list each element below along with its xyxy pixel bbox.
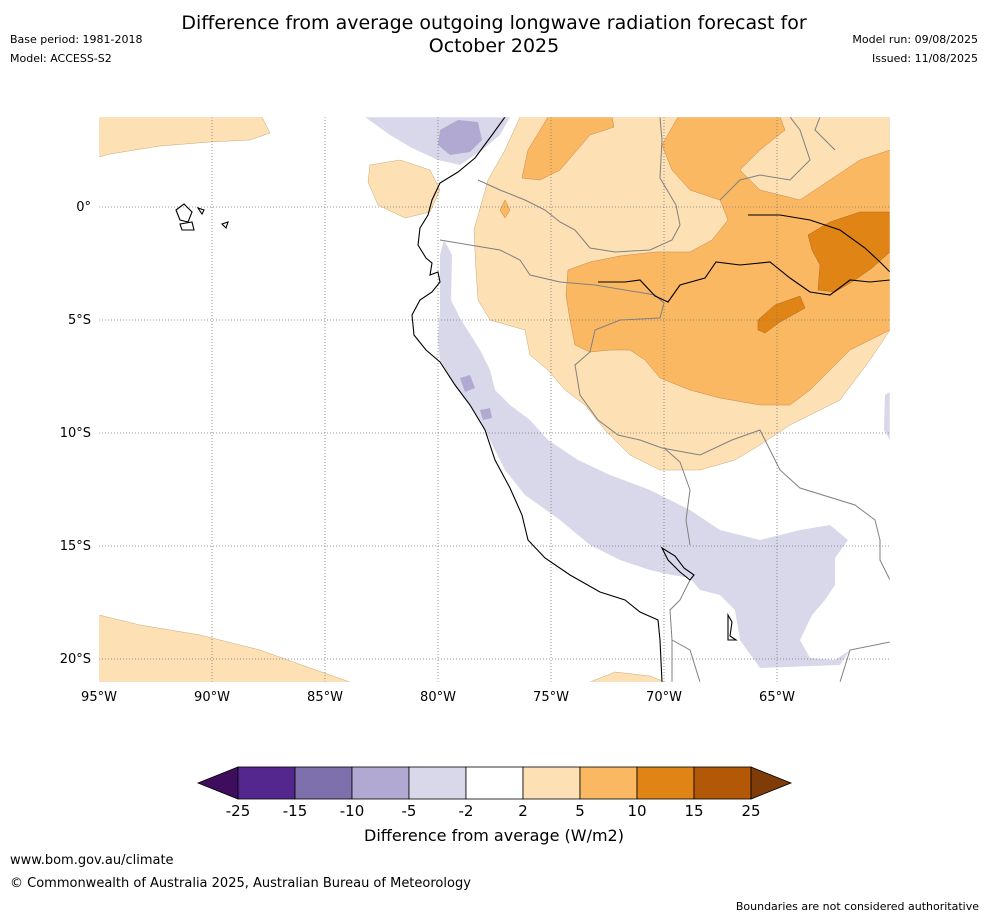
colorbar-swatch xyxy=(693,766,752,800)
colorbar-tick: -15 xyxy=(283,802,308,820)
lat-label: 10°S xyxy=(60,426,91,441)
colorbar-swatch xyxy=(408,766,467,800)
patch-south-bolivia xyxy=(589,671,666,682)
patch-peru-small-1 xyxy=(460,375,475,392)
lon-label: 80°W xyxy=(420,690,456,705)
lat-label: 20°S xyxy=(60,652,91,667)
patch-north-pacific xyxy=(99,117,271,158)
footer-url: www.bom.gov.au/climate xyxy=(10,853,174,868)
colorbar-swatch xyxy=(465,766,524,800)
map-area xyxy=(99,117,890,682)
anomaly-10-to-15 xyxy=(757,211,890,334)
patch-western-amazon xyxy=(565,117,890,406)
patch-north-colombia xyxy=(521,117,615,181)
lon-label: 90°W xyxy=(194,690,230,705)
colorbar-title: Difference from average (W/m2) xyxy=(364,826,624,845)
colorbar xyxy=(196,766,793,800)
model-run-label: Model run: 09/08/2025 xyxy=(852,33,978,46)
colorbar-extend-low xyxy=(196,766,239,800)
colorbar-tick: -10 xyxy=(340,802,365,820)
model-label: Model: ACCESS-S2 xyxy=(10,52,112,65)
lat-label: 5°S xyxy=(68,313,91,328)
colorbar-extend-high xyxy=(750,766,793,800)
footer-note: Boundaries are not considered authoritat… xyxy=(735,900,979,913)
lon-label: 65°W xyxy=(759,690,795,705)
lat-label: 0° xyxy=(76,200,91,215)
title-line-2: October 2025 xyxy=(428,35,560,57)
colorbar-swatch xyxy=(294,766,353,800)
patch-central-amazon xyxy=(807,211,890,293)
footer-copyright: © Commonwealth of Australia 2025, Austra… xyxy=(10,876,471,891)
colorbar-swatch xyxy=(237,766,296,800)
base-period-label: Base period: 1981-2018 xyxy=(10,33,143,46)
colorbar-tick: -25 xyxy=(226,802,251,820)
title-line-1: Difference from average outgoing longwav… xyxy=(181,12,807,34)
patch-east-edge xyxy=(884,392,890,440)
country-borders xyxy=(439,117,890,682)
patch-south-amazon xyxy=(757,295,806,334)
colorbar-swatch xyxy=(351,766,410,800)
issued-label: Issued: 11/08/2025 xyxy=(871,52,978,65)
map-frame xyxy=(98,116,891,683)
patch-peru-small-2 xyxy=(480,408,492,420)
colorbar-tick: 5 xyxy=(575,802,585,820)
patch-panama xyxy=(438,120,482,155)
colorbar-swatch xyxy=(522,766,581,800)
colorbar-tick: 25 xyxy=(741,802,760,820)
chart-title: Difference from average outgoing longwav… xyxy=(0,12,988,58)
lon-label: 95°W xyxy=(81,690,117,705)
colorbar-tick: -5 xyxy=(402,802,417,820)
patch-ecuador-coast xyxy=(367,159,441,219)
lon-label: 75°W xyxy=(533,690,569,705)
coastlines xyxy=(175,117,890,682)
lon-label: 70°W xyxy=(646,690,682,705)
colorbar-tick: 2 xyxy=(518,802,528,820)
axis-labels: 95°W 90°W 85°W 80°W 75°W 70°W 65°W 0° 5°… xyxy=(60,200,795,705)
patch-peru-coast xyxy=(438,240,850,668)
colorbar-tick: -2 xyxy=(459,802,474,820)
colorbar-swatch xyxy=(636,766,695,800)
colorbar-swatch xyxy=(579,766,638,800)
colorbar-tick: 10 xyxy=(627,802,646,820)
colorbar-ticks: -25 -15 -10 -5 -2 2 5 10 15 25 xyxy=(226,802,761,820)
gridlines xyxy=(99,117,890,682)
colorbar-tick: 15 xyxy=(684,802,703,820)
lat-label: 15°S xyxy=(60,539,91,554)
anomaly-5-to-10 xyxy=(499,117,890,406)
lon-label: 85°W xyxy=(307,690,343,705)
anomaly-minus-10-to-minus-5 xyxy=(438,120,492,420)
